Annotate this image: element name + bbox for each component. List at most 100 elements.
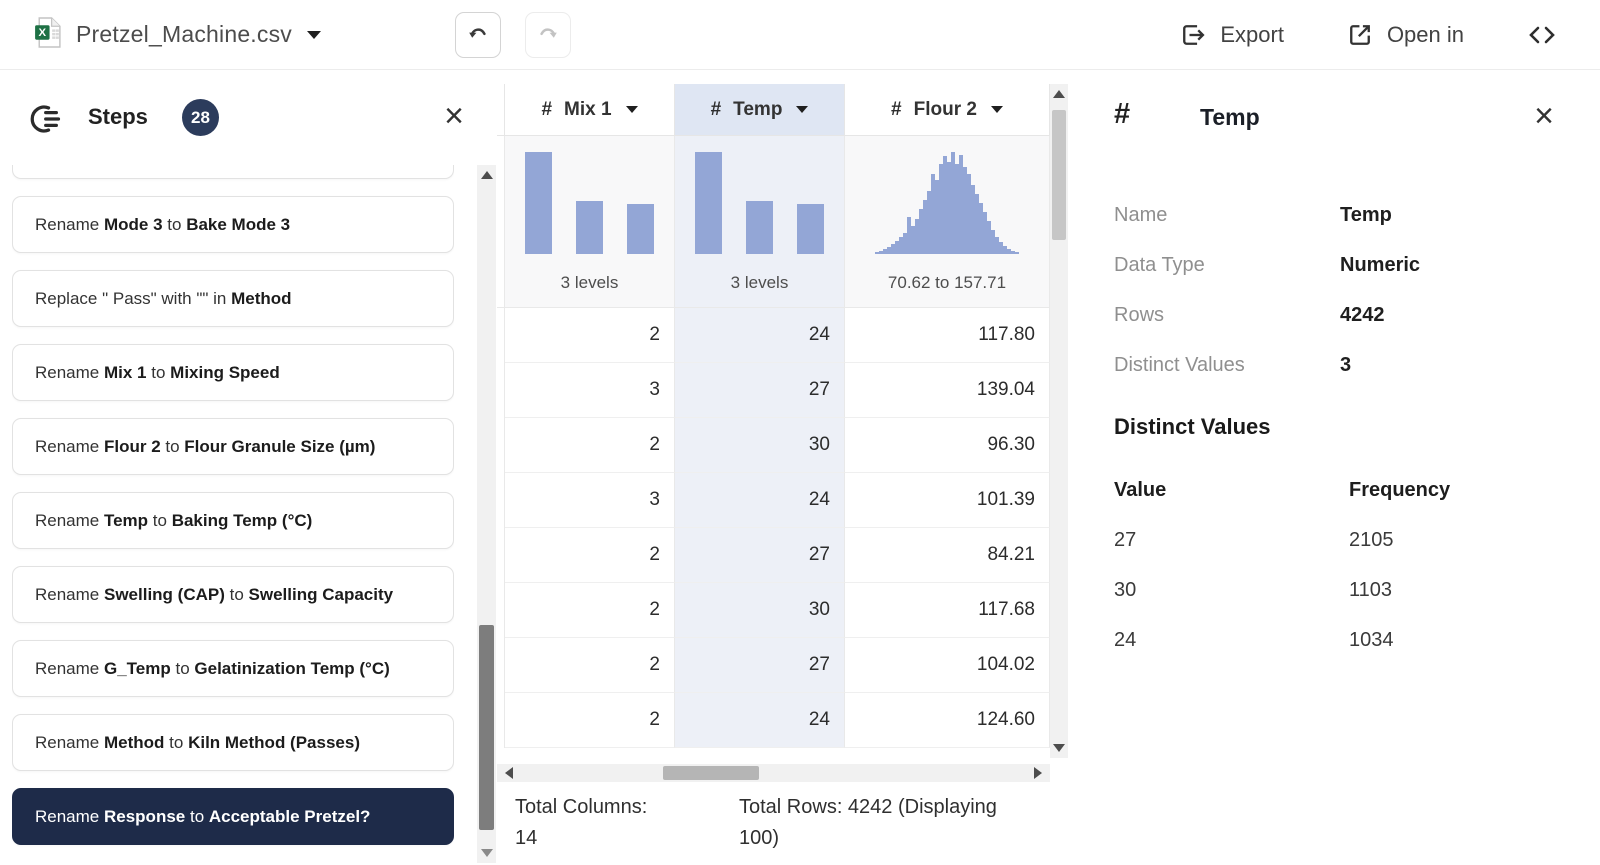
histogram-bar	[627, 204, 654, 254]
steps-title: Steps	[88, 104, 148, 129]
scroll-up-arrow[interactable]	[480, 171, 493, 179]
open-in-button[interactable]: Open in	[1346, 21, 1464, 49]
step-card[interactable]: Rename Response to Acceptable Pretzel?	[12, 788, 454, 845]
grid-left-sliver	[497, 136, 505, 308]
step-card[interactable]: Rename Method to Kiln Method (Passes)	[12, 714, 454, 771]
grid-vertical-scrollbar[interactable]	[1050, 84, 1068, 758]
redo-button[interactable]	[525, 12, 571, 58]
export-label: Export	[1220, 21, 1284, 47]
step-card[interactable]: Rename G_Temp to Gelatinization Temp (°C…	[12, 640, 454, 697]
step-card[interactable]: Rename Swelling (CAP) to Swelling Capaci…	[12, 566, 454, 623]
file-menu-caret-icon[interactable]	[307, 30, 321, 39]
table-cell: 96.30	[845, 418, 1050, 473]
step-text: Bake Mode 3	[186, 214, 291, 234]
table-cell: 124.60	[845, 693, 1050, 748]
column-header-mix-1[interactable]: # Mix 1	[505, 84, 675, 136]
field-label: Name	[1114, 203, 1168, 226]
grid-rows: 2 24 117.80 3 27 139.04 2 30 96.30 3 24 101.39 2 27 84…	[497, 308, 1050, 748]
step-card[interactable]: Rename Mix 1 to Mixing Speed	[12, 344, 454, 401]
column-name: Temp	[733, 98, 783, 120]
grid-left-sliver	[497, 583, 505, 638]
scroll-left-arrow[interactable]	[505, 767, 513, 779]
distinct-value-cell: 30	[1114, 578, 1137, 601]
code-view-button[interactable]	[1526, 23, 1558, 47]
step-card[interactable]: Rename Flour 2 to Flour Granule Size (µm…	[12, 418, 454, 475]
export-button[interactable]: Export	[1179, 21, 1284, 49]
table-row: 2 27 84.21	[497, 528, 1050, 583]
undo-button[interactable]	[455, 12, 501, 58]
step-text: Gelatinization Temp (°C)	[194, 658, 390, 678]
histogram-chart	[845, 152, 1049, 254]
grid-header-row: # Mix 1 # Temp # Flour 2	[497, 84, 1050, 136]
grid-left-sliver	[497, 473, 505, 528]
table-row: 2 24 124.60	[497, 693, 1050, 748]
table-row: 2 30 96.30	[497, 418, 1050, 473]
histogram-bar	[959, 155, 963, 254]
step-card[interactable]: Rename Temp to Baking Temp (°C)	[12, 492, 454, 549]
scroll-right-arrow[interactable]	[1034, 767, 1042, 779]
histogram-chart	[675, 152, 844, 254]
histogram-cell-flour-2[interactable]: 70.62 to 157.71	[845, 136, 1050, 308]
step-text: Rename	[35, 510, 104, 530]
scroll-thumb[interactable]	[663, 766, 759, 780]
histogram-cell-temp[interactable]: 3 levels	[675, 136, 845, 308]
grid-left-sliver	[497, 638, 505, 693]
steps-scrollbar[interactable]	[477, 165, 496, 863]
column-menu-caret-icon[interactable]	[625, 106, 638, 113]
field-label: Data Type	[1114, 253, 1205, 276]
table-cell: 27	[675, 638, 845, 693]
detail-close-button[interactable]	[1534, 96, 1554, 137]
scroll-up-arrow[interactable]	[1053, 90, 1065, 98]
histogram-bar	[797, 203, 824, 254]
scroll-down-arrow[interactable]	[1053, 744, 1065, 752]
histogram-cell-mix-1[interactable]: 3 levels	[505, 136, 675, 308]
step-text: to	[170, 658, 195, 678]
field-label: Distinct Values	[1114, 353, 1245, 376]
table-cell: 27	[675, 528, 845, 583]
column-menu-caret-icon[interactable]	[796, 106, 809, 113]
histogram-bar	[987, 221, 991, 254]
table-cell: 2	[505, 583, 675, 638]
step-text: to	[224, 584, 249, 604]
step-card-partial[interactable]	[12, 165, 454, 179]
open-in-label: Open in	[1386, 21, 1464, 47]
histogram-bar	[947, 162, 951, 254]
table-cell: 2	[505, 693, 675, 748]
table-row: 3 27 139.04	[497, 363, 1050, 418]
undo-icon	[469, 28, 486, 38]
file-menu[interactable]: X Pretzel_Machine.csv	[34, 16, 321, 53]
step-card[interactable]: Replace " Pass" with "" in Method	[12, 270, 454, 327]
step-text: Rename	[35, 732, 104, 752]
histogram-chart	[505, 152, 674, 254]
histogram-bar	[895, 240, 899, 254]
step-text: Method	[231, 288, 292, 308]
histogram-summary-label: 3 levels	[730, 273, 789, 292]
column-header-flour-2[interactable]: # Flour 2	[845, 84, 1050, 136]
step-text: to	[160, 436, 185, 456]
grid-horizontal-scrollbar[interactable]	[497, 764, 1050, 782]
scroll-down-arrow[interactable]	[480, 849, 493, 857]
table-cell: 3	[505, 473, 675, 528]
distinct-frequency-cell: 1103	[1349, 578, 1393, 601]
field-row: Name Temp	[1114, 190, 1554, 240]
histogram-bar	[746, 200, 773, 254]
step-text: Swelling (CAP)	[103, 584, 225, 604]
steps-panel: Steps 28 Rename Mode 3 to Bake Mode 3 Rep…	[0, 70, 496, 865]
grid-histogram-row: 3 levels 3 levels 70.62 to 157.71	[497, 136, 1050, 308]
distinct-values-heading: Distinct Values	[1114, 414, 1271, 439]
scroll-thumb[interactable]	[479, 625, 494, 830]
steps-close-button[interactable]	[444, 96, 464, 137]
numeric-type-icon: #	[541, 98, 553, 120]
step-card[interactable]: Rename Mode 3 to Bake Mode 3	[12, 196, 454, 253]
column-header-temp[interactable]: # Temp	[675, 84, 845, 136]
file-name[interactable]: Pretzel_Machine.csv	[76, 21, 292, 47]
table-cell: 139.04	[845, 363, 1050, 418]
histogram-bar	[1015, 251, 1019, 254]
histogram-bar	[951, 152, 955, 254]
histogram-bar	[963, 167, 967, 254]
scroll-thumb[interactable]	[1052, 110, 1066, 240]
column-menu-caret-icon[interactable]	[990, 106, 1003, 113]
histogram-bar	[576, 200, 603, 254]
total-rows-status: Total Rows: 4242 (Displaying 100)	[739, 796, 997, 849]
distinct-table-row: 30 1103	[1114, 565, 1540, 615]
